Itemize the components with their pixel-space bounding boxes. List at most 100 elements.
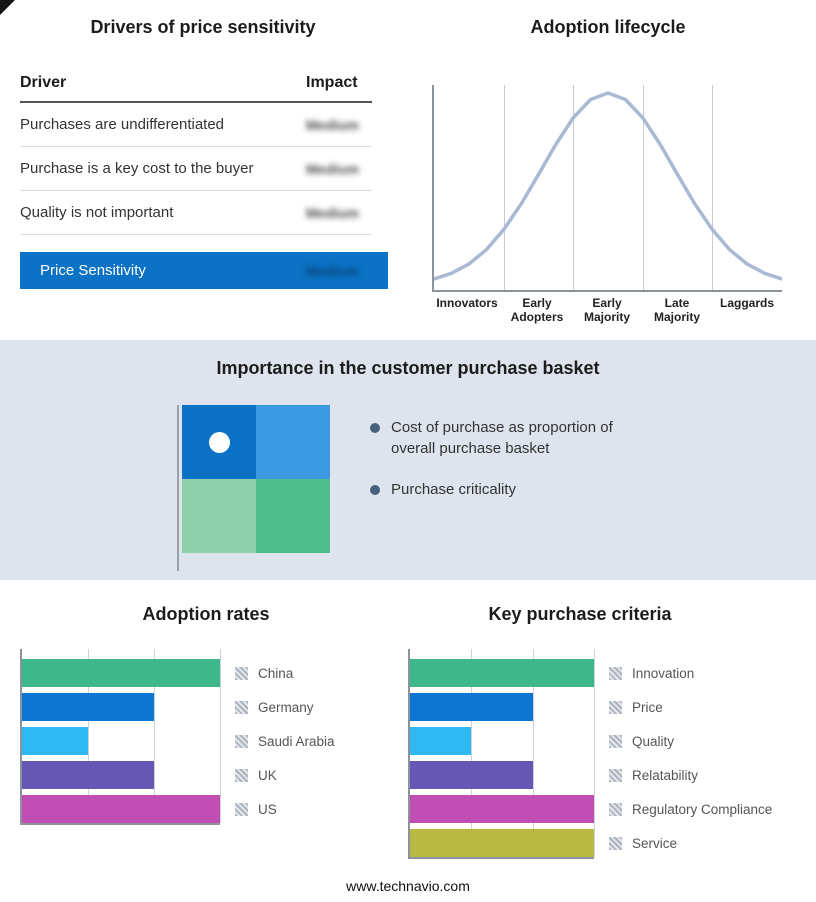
- price-sensitivity-label: Price Sensitivity: [40, 262, 146, 279]
- quadrant-cell-bottom-left: [182, 479, 256, 553]
- table-row: Purchases are undifferentiated Medium: [20, 103, 372, 147]
- key-purchase-criteria-chart: Key purchase criteria Innovation Price: [408, 604, 808, 863]
- bar-row: [410, 727, 594, 755]
- gridline: [154, 649, 155, 823]
- bar-relatability: [410, 761, 533, 789]
- impact-value: Medium: [306, 160, 359, 177]
- bar-price: [410, 693, 533, 721]
- driver-column-header: Driver: [20, 74, 67, 91]
- driver-label: Purchase is a key cost to the buyer: [20, 160, 254, 177]
- legend-label: Saudi Arabia: [258, 733, 335, 749]
- table-row: Quality is not important Medium: [20, 191, 372, 235]
- legend-item: Innovation: [609, 659, 772, 687]
- impact-column-header: Impact: [306, 74, 358, 91]
- hatched-swatch-icon: [235, 700, 248, 714]
- hatched-swatch-icon: [609, 700, 622, 714]
- drivers-panel: Drivers of price sensitivity Driver Impa…: [0, 0, 400, 340]
- hatched-swatch-icon: [235, 734, 248, 748]
- top-section: Drivers of price sensitivity Driver Impa…: [0, 0, 816, 340]
- bar-row: [22, 795, 220, 823]
- legend-label: US: [258, 801, 277, 817]
- key-purchase-criteria-title: Key purchase criteria: [488, 604, 672, 624]
- quadrant-cell-top-left: [182, 405, 256, 479]
- hatched-swatch-icon: [609, 836, 622, 850]
- drivers-title: Drivers of price sensitivity: [90, 17, 316, 37]
- bar-china: [22, 659, 220, 687]
- lifecycle-chart: [432, 85, 782, 292]
- impact-value: Medium: [306, 116, 359, 133]
- bar-uk: [22, 761, 154, 789]
- basket-bullets: Cost of purchase as proportion of overal…: [370, 418, 640, 522]
- quadrant-cell-top-right: [256, 405, 330, 479]
- legend-item: Price: [609, 693, 772, 721]
- bar-us: [22, 795, 220, 823]
- phase-label: Laggards: [719, 296, 774, 310]
- basket-section: Importance in the customer purchase bask…: [0, 340, 816, 580]
- bar-row: [410, 659, 594, 687]
- phase-label: Early Majority: [583, 296, 630, 325]
- bar-quality: [410, 727, 472, 755]
- legend-label: Quality: [632, 733, 675, 749]
- gridline: [503, 85, 505, 290]
- legend-item: US: [235, 795, 335, 823]
- bar-row: [22, 693, 220, 721]
- table-header: Driver Impact: [20, 74, 372, 103]
- legend-label: Innovation: [632, 665, 695, 681]
- basket-title: Importance in the customer purchase bask…: [216, 358, 600, 378]
- legend-label: Service: [632, 835, 678, 851]
- corner-mark: [0, 0, 15, 15]
- bar-innovation: [410, 659, 594, 687]
- phase-label: Innovators: [436, 296, 498, 310]
- gridline: [573, 85, 575, 290]
- drivers-table: Driver Impact Purchases are undifferenti…: [20, 74, 372, 235]
- gridline: [471, 649, 473, 857]
- bullet-text: Cost of purchase as proportion of overal…: [391, 419, 613, 457]
- adoption-rates-chart: Adoption rates China Germany Saudi Arabi…: [20, 604, 392, 829]
- driver-label: Quality is not important: [20, 204, 174, 221]
- legend-item: Relatability: [609, 761, 772, 789]
- phase-label: Early Adopters: [510, 296, 564, 325]
- table-row: Purchase is a key cost to the buyer Medi…: [20, 147, 372, 191]
- legend-item: Quality: [609, 727, 772, 755]
- bullet-icon: [370, 423, 380, 433]
- bullet-text: Purchase criticality: [391, 481, 517, 499]
- bar-row: [410, 761, 594, 789]
- gridline: [87, 649, 89, 823]
- bar-row: [22, 659, 220, 687]
- legend-item: China: [235, 659, 335, 687]
- hatched-swatch-icon: [609, 802, 622, 816]
- legend-label: Regulatory Compliance: [632, 801, 773, 817]
- hatched-swatch-icon: [609, 768, 622, 782]
- bar-row: [410, 795, 594, 823]
- legend-item: Regulatory Compliance: [609, 795, 772, 823]
- bar-row: [410, 693, 594, 721]
- quadrant-axis: [177, 405, 179, 571]
- purchase-basket-quadrant: [177, 405, 330, 571]
- adoption-lifecycle-panel: Adoption lifecycle Innovators Early Adop…: [400, 0, 816, 340]
- quadrant-cell-bottom-right: [256, 479, 330, 553]
- legend-label: UK: [258, 767, 277, 783]
- hatched-swatch-icon: [235, 666, 248, 680]
- hatched-swatch-icon: [609, 666, 622, 680]
- legend-item: Saudi Arabia: [235, 727, 335, 755]
- bar-service: [410, 829, 594, 857]
- legend-label: Price: [632, 699, 663, 715]
- bar-regulatory-compliance: [410, 795, 594, 823]
- bullet-item: Cost of purchase as proportion of overal…: [370, 418, 640, 459]
- website-url: www.technavio.com: [346, 878, 470, 894]
- bullet-item: Purchase criticality: [370, 480, 640, 501]
- bar-row: [410, 829, 594, 857]
- bullet-icon: [370, 485, 380, 496]
- driver-label: Purchases are undifferentiated: [20, 116, 225, 133]
- phase-label: Late Majority: [653, 296, 700, 325]
- key-purchase-criteria-legend: Innovation Price Quality Relatability Re…: [609, 649, 772, 863]
- hatched-swatch-icon: [609, 734, 622, 748]
- bar-germany: [22, 693, 154, 721]
- bell-curve: [434, 91, 782, 281]
- chart-body: China Germany Saudi Arabia UK US: [20, 649, 392, 829]
- price-sensitivity-value: Medium: [306, 262, 359, 279]
- gridline: [594, 649, 595, 857]
- legend-item: UK: [235, 761, 335, 789]
- position-dot: [208, 431, 230, 453]
